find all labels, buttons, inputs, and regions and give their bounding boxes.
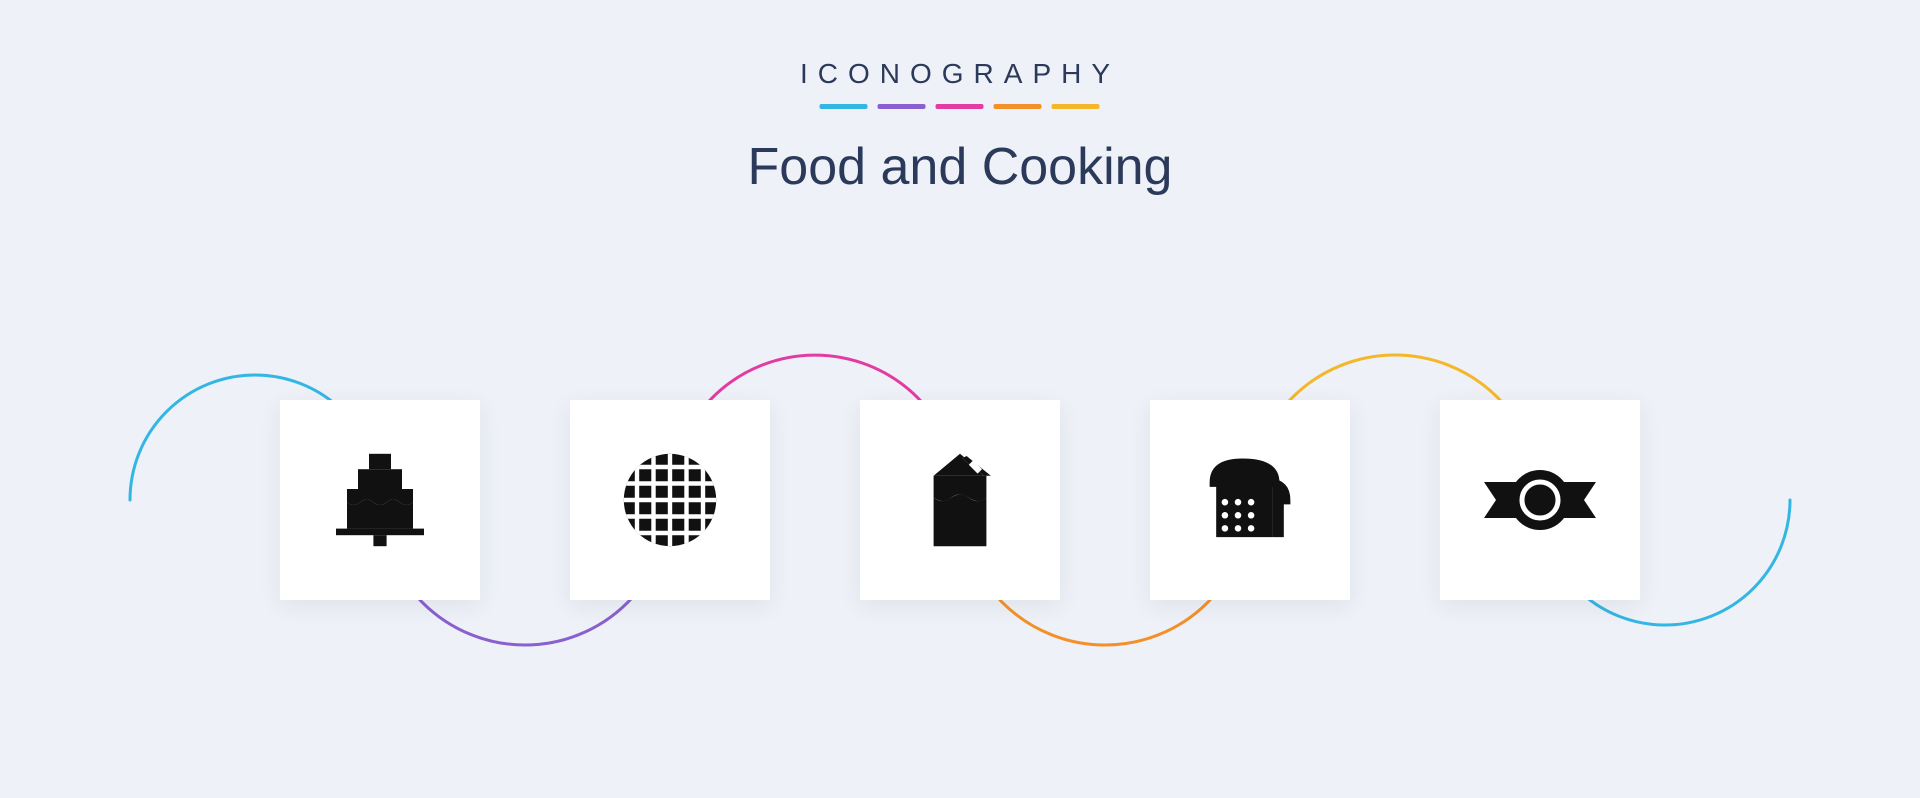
icon-card — [280, 400, 480, 600]
icon-card — [860, 400, 1060, 600]
accent-bar — [820, 104, 868, 109]
accent-bars — [748, 104, 1173, 109]
header: ICONOGRAPHY Food and Cooking — [748, 58, 1173, 197]
icon-stage — [0, 270, 1920, 690]
accent-bar — [1052, 104, 1100, 109]
plate-badge-icon — [1480, 455, 1600, 545]
icon-card — [570, 400, 770, 600]
accent-bar — [994, 104, 1042, 109]
accent-bar — [878, 104, 926, 109]
bread-loaf-icon — [1190, 445, 1310, 555]
pack-title: Food and Cooking — [748, 137, 1173, 197]
brand-wordmark: ICONOGRAPHY — [748, 58, 1173, 90]
icon-card — [1150, 400, 1350, 600]
icon-card — [1440, 400, 1640, 600]
milk-carton-icon — [905, 445, 1015, 555]
cake-icon — [325, 445, 435, 555]
waffle-icon — [615, 445, 725, 555]
accent-bar — [936, 104, 984, 109]
